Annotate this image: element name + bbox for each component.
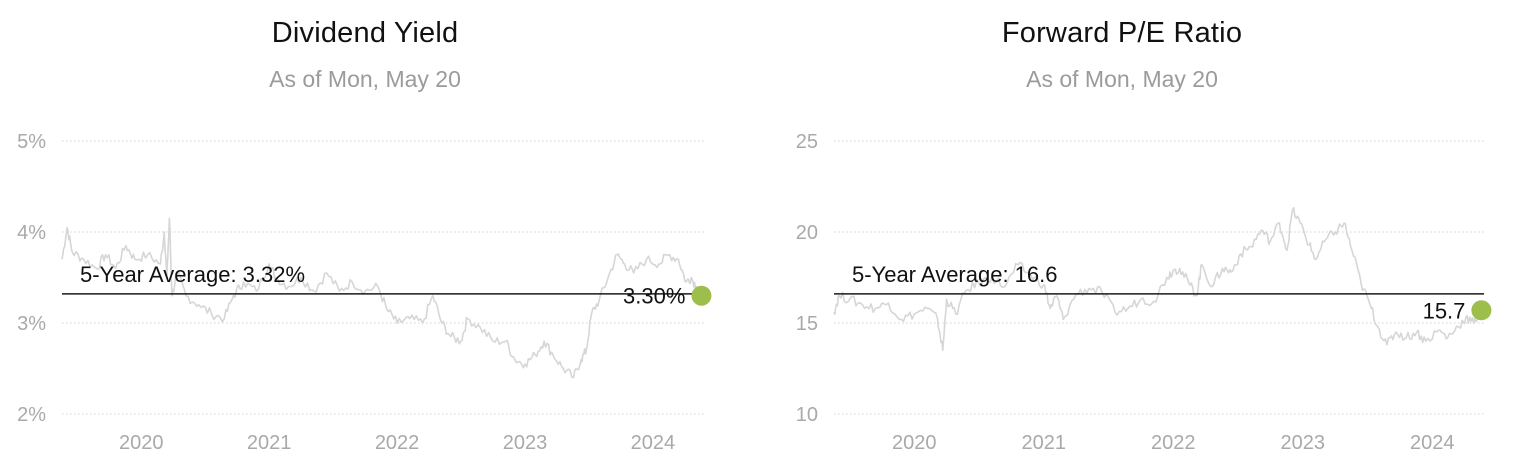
- average-label: 5-Year Average: 16.6: [852, 262, 1058, 287]
- current-value-label: 3.30%: [623, 284, 685, 309]
- x-tick-label: 2022: [375, 432, 420, 454]
- y-tick-label: 20: [796, 222, 818, 244]
- y-tick-label: 2%: [17, 404, 46, 426]
- x-tick-label: 2020: [892, 432, 937, 454]
- x-tick-label: 2024: [631, 432, 676, 454]
- y-tick-label: 25: [796, 131, 818, 153]
- current-value-label: 15.7: [1423, 298, 1466, 323]
- y-tick-label: 10: [796, 404, 818, 426]
- dividend-yield-chart: 2% 3% 4% 5% 2020 2021 2022 2023 2024 5-Year Avera…: [17, 131, 712, 454]
- x-tick-label: 2023: [503, 432, 548, 454]
- chart-subtitle: As of Mon, May 20: [269, 66, 461, 92]
- y-tick-label: 5%: [17, 131, 46, 153]
- y-tick-label: 15: [796, 313, 818, 335]
- current-value-marker: [1471, 300, 1492, 321]
- y-tick-label: 4%: [17, 222, 46, 244]
- x-tick-label: 2020: [119, 432, 164, 454]
- x-tick-label: 2022: [1151, 432, 1196, 454]
- forward-pe-panel: Forward P/E Ratio As of Mon, May 20 10 15…: [757, 0, 1514, 463]
- dividend-yield-panel: Dividend Yield As of Mon, May 20 2% 3% 4% 5…: [17, 17, 712, 454]
- x-tick-label: 2021: [247, 432, 292, 454]
- chart-title: Forward P/E Ratio: [1001, 17, 1243, 49]
- chart-title: Dividend Yield: [271, 17, 459, 49]
- x-tick-label: 2024: [1410, 432, 1455, 454]
- series-line: [833, 207, 1483, 352]
- forward-pe-chart: 10 15 20 25 2020 2021 2022 2023 2024 5-Year Avera…: [796, 131, 1492, 454]
- current-value-marker: [691, 285, 712, 306]
- average-label: 5-Year Average: 3.32%: [80, 262, 305, 287]
- x-tick-label: 2021: [1022, 432, 1067, 454]
- x-tick-label: 2023: [1280, 432, 1325, 454]
- series-line: [61, 217, 703, 379]
- chart-subtitle: As of Mon, May 20: [1026, 66, 1218, 92]
- y-tick-label: 3%: [17, 313, 46, 335]
